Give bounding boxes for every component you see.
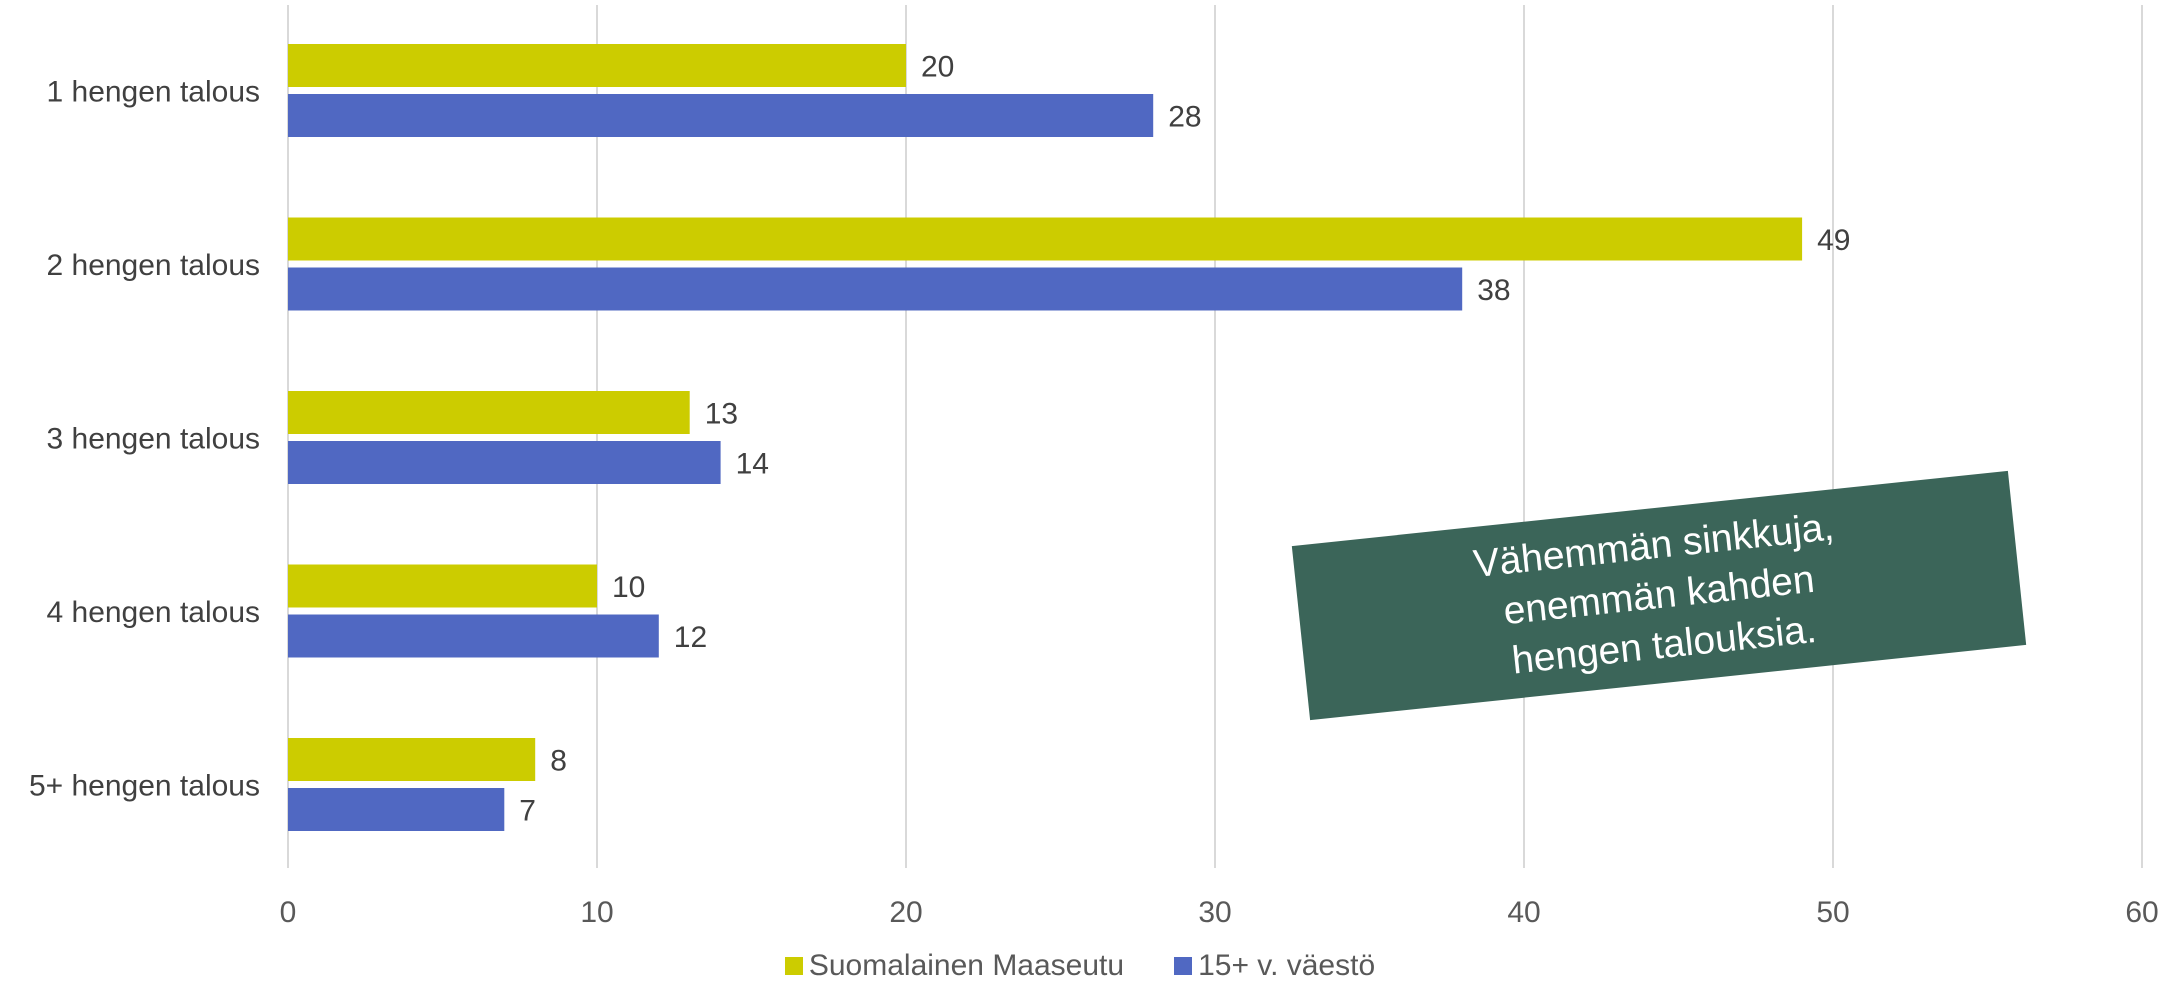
data-label-series-1-cat-5: 8: [550, 745, 567, 778]
category-label-3: 3 hengen talous: [46, 423, 260, 456]
gridlines: [287, 5, 2143, 868]
data-labels: 20 28 49 38 13 14 10 12 87: [519, 51, 1850, 828]
bar-series-1-cat-3: [288, 391, 690, 434]
bar-series-2-cat-1: [288, 94, 1154, 137]
bar-series-1-cat-2: [288, 217, 1803, 261]
category-label-1: 1 hengen talous: [46, 76, 260, 109]
data-label-series-2-cat-2: 38: [1477, 274, 1510, 307]
legend-swatch-series-1: [784, 957, 803, 975]
data-label-series-1-cat-3: 13: [705, 398, 738, 431]
x-tick-label-40: 40: [1507, 896, 1540, 929]
category-label-5: 5+ hengen talous: [29, 770, 260, 803]
data-label-series-2-cat-5: 7: [519, 795, 536, 828]
bars: [288, 44, 1803, 831]
bar-series-2-cat-4: [288, 614, 659, 658]
legend-label-series-1: Suomalainen Maaseutu: [808, 949, 1125, 982]
data-label-series-2-cat-3: 14: [736, 448, 769, 481]
x-tick-labels: 0 10 20 30 40 50 60: [280, 896, 2159, 929]
data-label-series-2-cat-1: 28: [1168, 101, 1201, 134]
category-labels: 1 hengen talous 2 hengen talous 3 hengen t…: [29, 76, 260, 803]
legend-item-series-2: 15+ v. väestö: [1174, 949, 1375, 983]
x-tick-label-60: 60: [2125, 896, 2158, 929]
legend-swatch-series-2: [1174, 957, 1193, 975]
bar-series-1-cat-5: [288, 738, 536, 781]
x-tick-label-10: 10: [580, 896, 613, 929]
legend-item-series-1: Suomalainen Maaseutu: [784, 949, 1125, 983]
data-label-series-2-cat-4: 12: [674, 621, 707, 654]
bar-series-2-cat-5: [288, 788, 505, 831]
x-tick-label-20: 20: [889, 896, 922, 929]
x-tick-label-0: 0: [280, 896, 297, 929]
category-label-4: 4 hengen talous: [46, 596, 260, 629]
bar-series-1-cat-4: [288, 564, 597, 608]
bar-series-2-cat-2: [288, 267, 1463, 311]
legend-label-series-2: 15+ v. väestö: [1198, 949, 1376, 982]
data-label-series-1-cat-2: 49: [1817, 224, 1850, 257]
bar-series-1-cat-1: [288, 44, 906, 87]
x-tick-label-30: 30: [1198, 896, 1231, 929]
bar-chart: 20 28 49 38 13 14 10 12 87 1 hengen talous 2 heng…: [29, 5, 2159, 929]
x-tick-label-50: 50: [1816, 896, 1849, 929]
legend: Suomalainen Maaseutu 15+ v. väestö: [0, 946, 2160, 986]
category-label-2: 2 hengen talous: [46, 249, 260, 282]
bar-series-2-cat-3: [288, 441, 721, 484]
data-label-series-1-cat-4: 10: [612, 571, 645, 604]
data-label-series-1-cat-1: 20: [921, 51, 954, 84]
annotation-text: Vähemmän sinkkuja, enemmän kahden hengen…: [1471, 504, 1836, 683]
